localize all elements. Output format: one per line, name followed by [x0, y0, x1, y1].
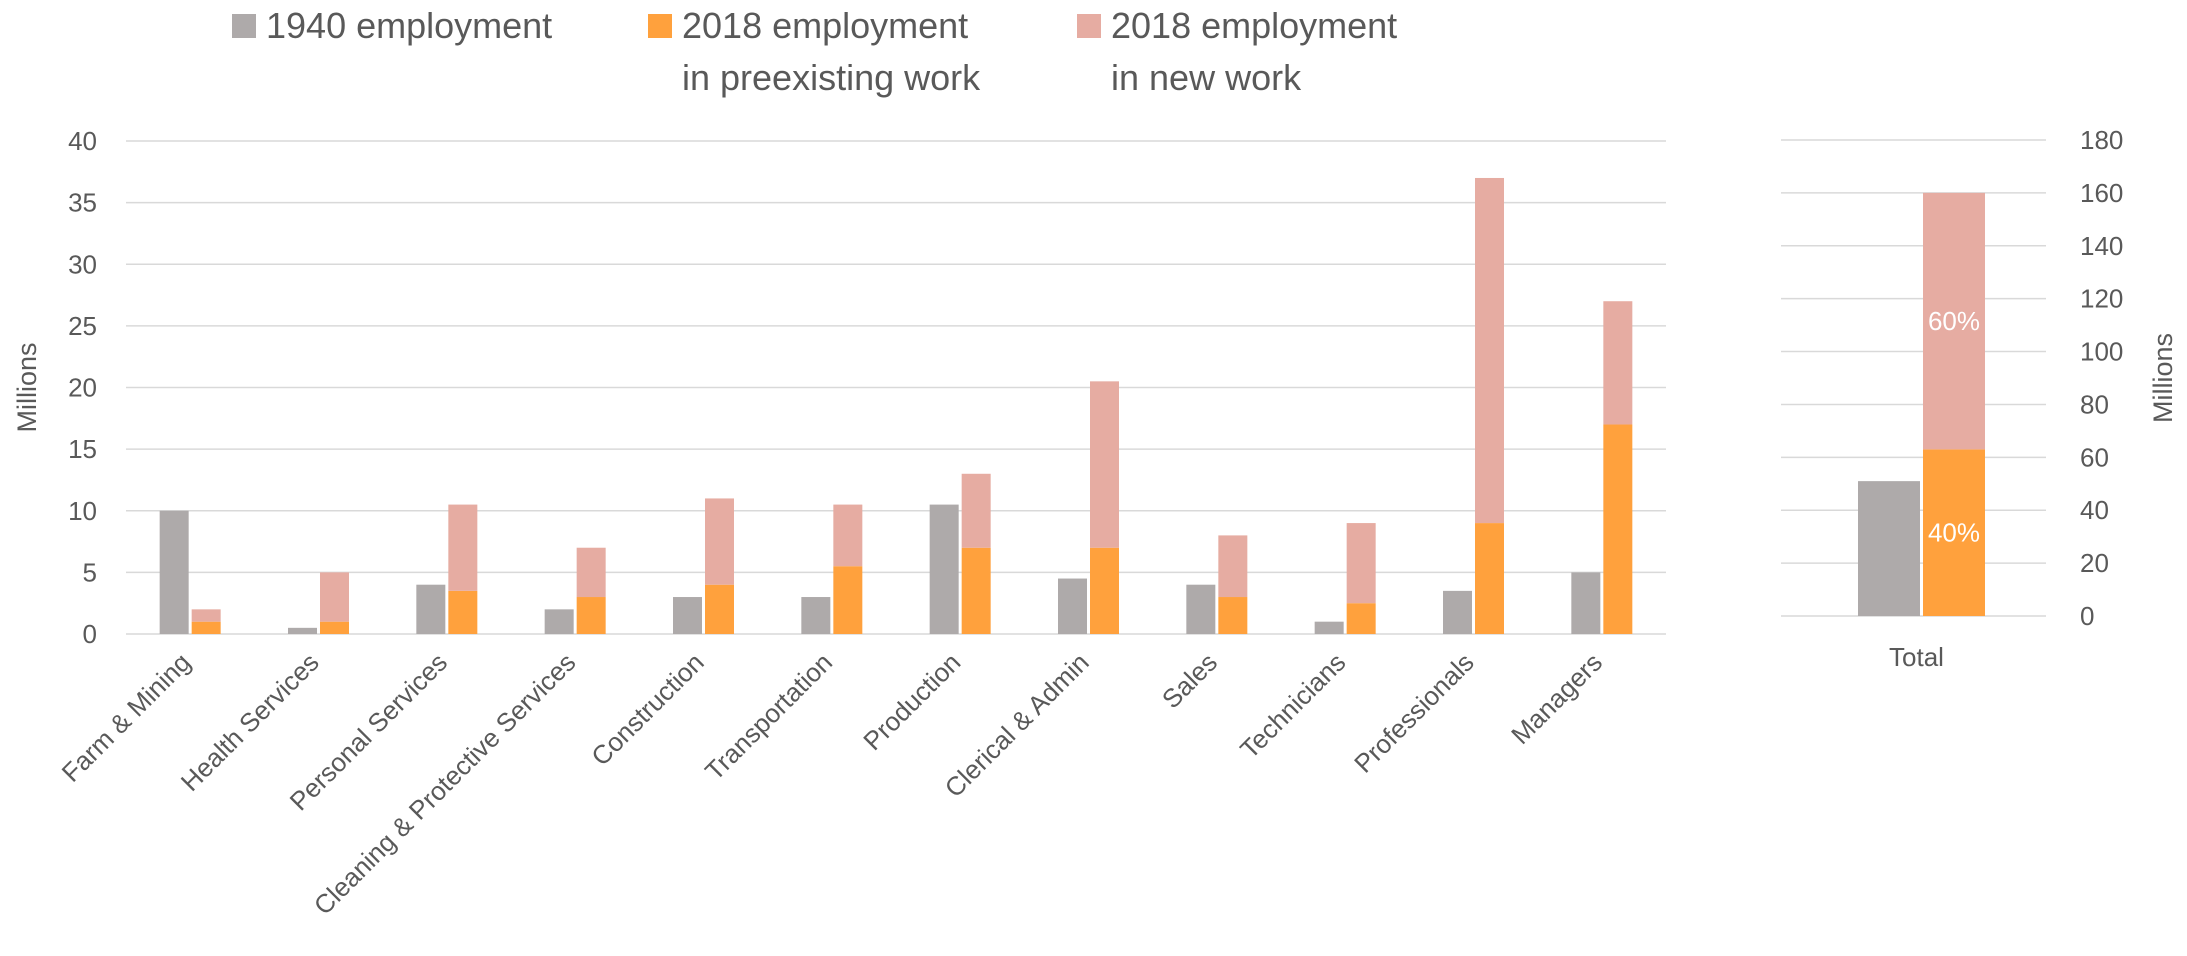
y-tick-label: 20 — [68, 373, 97, 403]
x-tick-label-professionals: Professionals — [1348, 647, 1480, 779]
legend-swatch-2 — [648, 14, 672, 38]
bar-2018-employment-in-new-work-total — [1923, 192, 1985, 450]
bar-2018-employment-in-new-work-health-services — [320, 572, 349, 622]
bar-2018-employment-in-new-work-professionals — [1475, 177, 1504, 524]
bar-2018-employment-in-preexisting-work-sales — [1218, 597, 1248, 634]
y-tick-label: 0 — [83, 619, 97, 649]
bar-2018-employment-in-preexisting-work-production — [961, 547, 991, 634]
x-tick-label-sales: Sales — [1156, 647, 1223, 714]
legend-label-3: 2018 employment — [1111, 5, 1397, 46]
y-tick-label: 20 — [2080, 548, 2109, 578]
y-tick-label: 10 — [68, 496, 97, 526]
y-tick-label: 80 — [2080, 389, 2109, 419]
y-tick-label: 40 — [2080, 495, 2109, 525]
bar-2018-employment-in-new-work-clerical-admin — [1090, 381, 1119, 548]
x-tick-label-health-services: Health Services — [175, 647, 325, 797]
bar-2018-employment-in-new-work-sales — [1218, 535, 1248, 598]
y-tick-label: 140 — [2080, 231, 2123, 261]
bar-1940-employment-professionals — [1443, 590, 1472, 634]
bar-2018-employment-in-preexisting-work-managers — [1603, 424, 1633, 634]
bar-2018-employment-in-preexisting-work-technicians — [1346, 603, 1376, 634]
bar-1940-employment-transportation — [801, 597, 831, 634]
bar-1940-employment-clerical-admin — [1058, 578, 1087, 634]
bar-1940-employment-cleaning-protective-services — [544, 609, 574, 634]
x-tick-label-farm-mining: Farm & Mining — [56, 647, 197, 788]
legend-swatch-3 — [1077, 14, 1101, 38]
y-tick-label: 100 — [2080, 337, 2123, 367]
y-tick-label: 120 — [2080, 284, 2123, 314]
bar-1940-employment-managers — [1571, 572, 1601, 634]
bar-2018-employment-in-preexisting-work-personal-services — [448, 590, 478, 634]
x-tick-label-cleaning-protective-services: Cleaning & Protective Services — [308, 647, 582, 921]
x-tick-label-transportation: Transportation — [699, 647, 838, 786]
bar-1940-employment-personal-services — [416, 584, 446, 634]
bar-2018-employment-in-new-work-farm-mining — [191, 609, 221, 622]
y-tick-label: 180 — [2080, 125, 2123, 155]
y-tick-label: 25 — [68, 311, 97, 341]
y-tick-label: 5 — [83, 557, 97, 587]
total-y-axis-title: Millions — [2148, 333, 2178, 423]
bar-2018-employment-in-new-work-construction — [705, 498, 734, 585]
bar-1940-employment-farm-mining — [159, 510, 189, 634]
legend-swatch-1 — [232, 14, 256, 38]
y-tick-label: 35 — [68, 188, 97, 218]
bar-2018-employment-in-new-work-managers — [1603, 301, 1633, 425]
bar-2018-employment-in-preexisting-work-construction — [705, 584, 734, 634]
bar-2018-employment-in-preexisting-work-cleaning-protective-services — [576, 597, 606, 634]
total-y-tick-labels: 0 20 40 60 80 100 120 140 160 180 — [2080, 125, 2123, 631]
total-bars: 40% 60% — [1858, 192, 1985, 616]
x-tick-label-construction: Construction — [585, 647, 709, 771]
y-tick-label: 15 — [68, 434, 97, 464]
main-bars — [159, 177, 1633, 634]
main-gridlines — [126, 140, 1666, 635]
bar-2018-employment-in-preexisting-work-clerical-admin — [1090, 547, 1119, 634]
total-chart: 0 20 40 60 80 100 120 140 160 180 40% 60% Total Mi… — [1781, 125, 2178, 672]
x-tick-label-managers: Managers — [1505, 647, 1608, 750]
bar-2018-employment-in-new-work-transportation — [833, 504, 863, 567]
total-x-tick-labels: Total — [1889, 642, 1944, 672]
bar-2018-employment-in-preexisting-work-professionals — [1475, 523, 1504, 634]
x-tick-label-production: Production — [857, 647, 966, 756]
legend-label-1: 1940 employment — [266, 5, 552, 46]
legend-label-2: in preexisting work — [682, 57, 981, 98]
bar-2018-employment-in-new-work-technicians — [1346, 523, 1376, 604]
data-label-2018-employment-in-preexisting-work: 40% — [1928, 518, 1980, 548]
x-tick-label-technicians: Technicians — [1234, 647, 1351, 764]
bar-2018-employment-in-preexisting-work-transportation — [833, 566, 863, 634]
main-y-tick-labels: 0 5 10 15 20 25 30 35 40 — [68, 126, 97, 649]
y-tick-label: 160 — [2080, 178, 2123, 208]
bar-1940-employment-sales — [1186, 584, 1216, 634]
bar-2018-employment-in-preexisting-work-total — [1923, 449, 1985, 616]
bar-2018-employment-in-new-work-personal-services — [448, 504, 478, 591]
bar-2018-employment-in-preexisting-work-farm-mining — [191, 621, 221, 634]
bar-1940-employment-production — [929, 504, 959, 634]
legend: 1940 employment 2018 employment in preexis… — [232, 5, 1397, 98]
bar-1940-employment-technicians — [1314, 621, 1344, 634]
legend-label-3: in new work — [1111, 57, 1302, 98]
data-label-2018-employment-in-new-work: 60% — [1928, 306, 1980, 336]
bar-2018-employment-in-preexisting-work-health-services — [320, 621, 349, 634]
main-y-axis-title: Millions — [12, 342, 42, 432]
y-tick-label: 0 — [2080, 601, 2094, 631]
y-tick-label: 30 — [68, 249, 97, 279]
y-tick-label: 40 — [68, 126, 97, 156]
bar-2018-employment-in-new-work-production — [961, 473, 991, 548]
bar-1940-employment-total — [1858, 481, 1920, 616]
bar-2018-employment-in-new-work-cleaning-protective-services — [576, 547, 606, 598]
bar-1940-employment-health-services — [288, 627, 317, 634]
x-tick-label-total: Total — [1889, 642, 1944, 672]
legend-label-2: 2018 employment — [682, 5, 968, 46]
y-tick-label: 60 — [2080, 442, 2109, 472]
bar-1940-employment-construction — [673, 597, 702, 634]
